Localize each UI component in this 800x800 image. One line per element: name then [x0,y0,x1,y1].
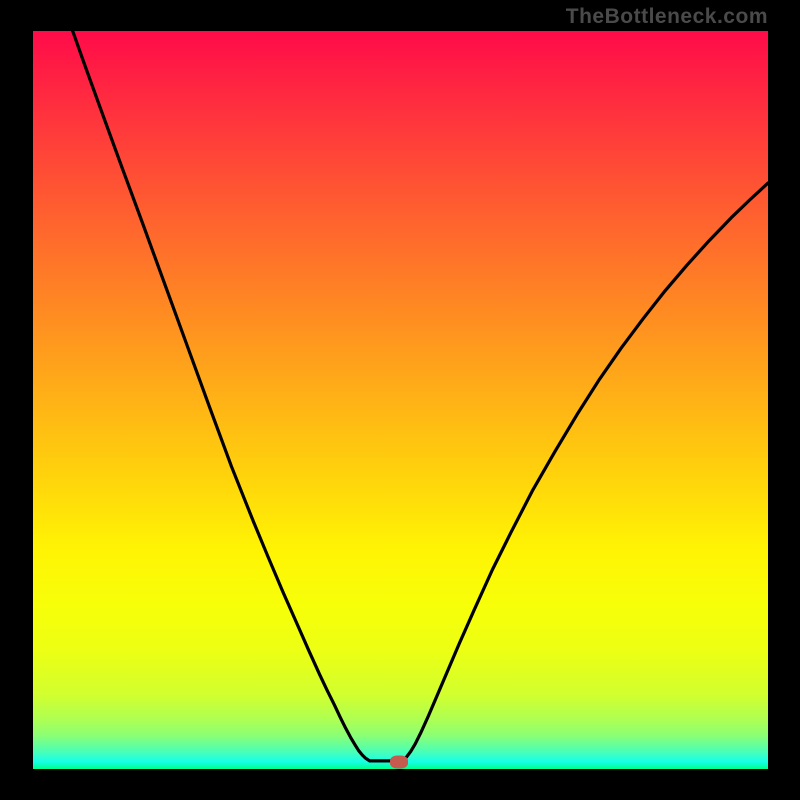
optimal-marker [390,755,408,768]
chart-outer: TheBottleneck.com [0,0,800,800]
curve-path [73,31,768,761]
plot-area [33,31,768,769]
watermark-text: TheBottleneck.com [566,5,768,29]
bottleneck-curve [33,31,768,769]
